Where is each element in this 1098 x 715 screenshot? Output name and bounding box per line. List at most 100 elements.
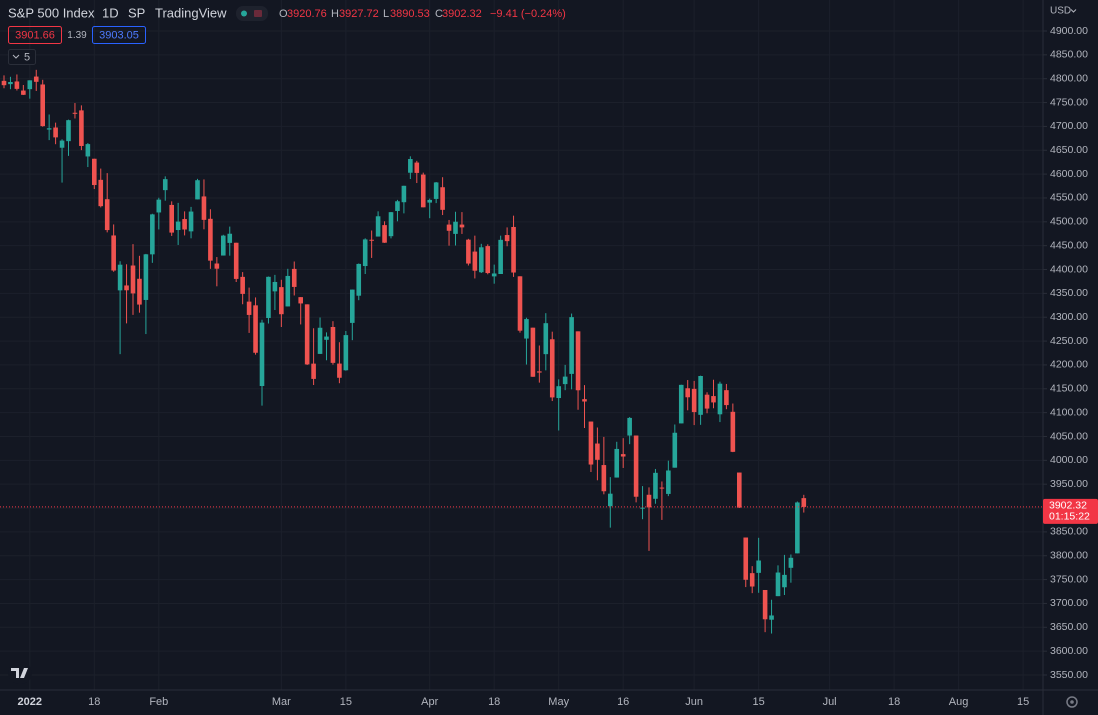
y-tick-label: 3950.00: [1050, 478, 1088, 490]
candle-body: [14, 81, 20, 89]
candle-body: [530, 327, 536, 377]
low-value: 3890.53: [390, 8, 430, 20]
candle-body: [233, 242, 239, 279]
x-tick-label: 18: [488, 696, 500, 708]
x-tick-label: Jun: [685, 696, 703, 708]
candle-body: [601, 465, 607, 492]
y-tick-label: 4400.00: [1050, 263, 1088, 275]
candle-body: [730, 411, 736, 452]
candle-body: [737, 472, 742, 508]
candle-body: [485, 246, 491, 274]
y-tick-label: 4500.00: [1050, 216, 1088, 228]
indicators-toggle[interactable]: [8, 49, 36, 65]
candle-body: [549, 339, 555, 398]
candle-body: [795, 502, 800, 554]
candle-body: [801, 498, 807, 507]
x-tick-label: Jul: [823, 696, 837, 708]
candle-body: [640, 507, 645, 509]
candle-body: [479, 247, 484, 273]
y-tick-label: 4650.00: [1050, 144, 1088, 156]
x-tick-label: 18: [88, 696, 100, 708]
delay-status: [254, 10, 262, 17]
ask[interactable]: 3903.05: [99, 29, 139, 41]
y-tick-label: 3600.00: [1050, 645, 1088, 657]
candle-body: [782, 574, 787, 588]
candle-body: [646, 494, 652, 508]
last-price-label: 3902.32: [1049, 500, 1087, 512]
y-tick-label: 3850.00: [1050, 526, 1088, 538]
high-value: 3927.72: [339, 8, 379, 20]
candle-body: [762, 589, 768, 620]
candle-body: [311, 363, 316, 379]
y-tick-label: 3550.00: [1050, 669, 1088, 681]
candle-body: [143, 254, 149, 300]
candle-body: [253, 305, 258, 353]
candle-body: [40, 84, 45, 127]
candle-body: [749, 573, 755, 587]
candle-body: [175, 221, 181, 231]
candle-body: [614, 448, 620, 478]
candle-body: [491, 273, 497, 277]
candle-body: [8, 81, 13, 85]
ask-box[interactable]: [92, 26, 146, 44]
candle-body: [227, 233, 233, 243]
candle-body: [182, 219, 187, 230]
y-tick-label: 3650.00: [1050, 621, 1088, 633]
candle-body: [21, 90, 26, 95]
open-label: O: [279, 8, 288, 20]
candle-body: [453, 221, 458, 234]
candle-body: [350, 289, 355, 323]
x-tick-label: Mar: [272, 696, 291, 708]
interval[interactable]: 1D: [102, 5, 119, 20]
candle-body: [420, 174, 426, 208]
candle-body: [717, 383, 723, 415]
candle-body: [666, 470, 671, 494]
low-label: L: [383, 8, 389, 20]
candle-body: [556, 386, 561, 399]
candle-body: [66, 120, 71, 142]
symbol[interactable]: S&P 500 Index: [8, 5, 95, 20]
candle-body: [504, 235, 510, 242]
y-tick-label: 4100.00: [1050, 406, 1088, 418]
candle-body: [517, 276, 523, 331]
y-tick-label: 4350.00: [1050, 287, 1088, 299]
candle-body: [543, 323, 549, 355]
open-value: 3920.76: [287, 8, 327, 20]
candle-body: [162, 179, 168, 191]
candle-body: [79, 110, 84, 146]
candle-body: [356, 263, 362, 296]
x-tick-label: 16: [617, 696, 629, 708]
countdown: 01:15:22: [1049, 511, 1090, 523]
bid-box[interactable]: [8, 26, 62, 44]
candle-body: [124, 285, 129, 291]
x-tick-label: Aug: [949, 696, 969, 708]
tradingview-logo[interactable]: [8, 662, 32, 684]
candle-body: [169, 204, 174, 233]
currency-chevron: [1070, 9, 1077, 13]
bid[interactable]: 3901.66: [15, 29, 55, 41]
candle-body: [511, 226, 516, 273]
settings-icon[interactable]: [1066, 696, 1078, 708]
y-tick-label: 4450.00: [1050, 239, 1088, 251]
y-tick-label: 4200.00: [1050, 359, 1088, 371]
candle-body: [221, 235, 226, 256]
candle-body: [337, 363, 342, 378]
candle-body: [756, 560, 761, 573]
candle-body: [608, 493, 613, 507]
currency[interactable]: USD: [1050, 6, 1071, 17]
candle-body: [53, 127, 58, 138]
close-label: C: [435, 8, 443, 20]
candle-body: [317, 327, 323, 354]
candle-body: [408, 159, 413, 173]
candle-body: [291, 268, 297, 287]
candle-body: [324, 336, 329, 340]
change-value: −9.41 (−0.24%): [490, 8, 566, 20]
x-tick-label: 18: [888, 696, 900, 708]
market-status: [241, 10, 247, 17]
candle-body: [375, 216, 381, 237]
indicators-count[interactable]: 5: [24, 51, 30, 63]
candle-body: [298, 297, 303, 304]
y-tick-label: 4000.00: [1050, 454, 1088, 466]
spread: 1.39: [67, 30, 87, 41]
